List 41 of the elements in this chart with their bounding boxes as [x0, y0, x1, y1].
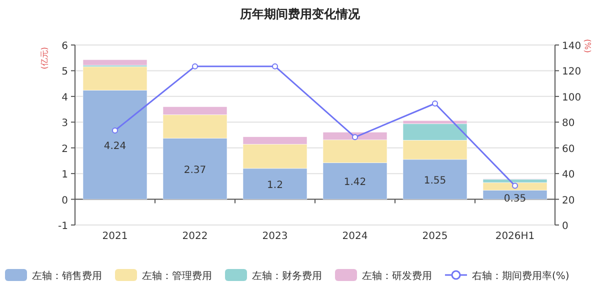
point — [272, 63, 278, 70]
legend-label: 右轴：期间费用率(%) — [472, 270, 570, 282]
legend-label: 左轴：销售费用 — [32, 270, 102, 282]
data-label: 1.2 — [267, 180, 283, 191]
data-label: 4.24 — [104, 140, 126, 152]
x-tick-label: 2021 — [102, 231, 128, 242]
y2-tick-label: 100 — [562, 92, 582, 104]
legend-label: 左轴：财务费用 — [252, 270, 322, 282]
legend-label: 左轴：研发费用 — [362, 270, 432, 282]
point — [512, 182, 518, 189]
y-tick-label: 0 — [62, 195, 68, 206]
y2-tick-label: 140 — [562, 41, 582, 52]
data-label: 1.42 — [344, 177, 366, 188]
y2-tick-label: 60 — [562, 144, 575, 155]
y2-axis-title: (%) — [583, 39, 592, 53]
y-tick-label: 6 — [62, 41, 68, 52]
x-tick-label: 2025 — [422, 231, 448, 242]
chart-title: 历年期间费用变化情况 — [239, 7, 361, 21]
y-tick-label: 2 — [62, 144, 68, 155]
point — [192, 63, 198, 70]
data-label: 1.55 — [424, 175, 446, 186]
x-tick-label: 2022 — [182, 231, 208, 242]
point — [112, 128, 118, 134]
y2-tick-label: 20 — [562, 195, 575, 206]
y-axis-title: (亿元) — [40, 47, 49, 70]
y-tick-label: -1 — [58, 221, 68, 232]
y2-tick-label: 120 — [562, 66, 582, 78]
y2-tick-label: 0 — [562, 221, 568, 232]
y2-tick-label: 40 — [562, 170, 575, 181]
y-tick-label: 3 — [62, 118, 68, 130]
x-tick-label: 2023 — [262, 231, 288, 242]
data-label: 2.37 — [184, 164, 206, 176]
y-tick-label: 4 — [62, 92, 68, 104]
point — [432, 100, 438, 106]
x-tick-label: 2024 — [342, 231, 368, 242]
x-tick-label: 2026H1 — [495, 231, 535, 242]
legend-label: 左轴：管理费用 — [142, 270, 212, 282]
point — [352, 134, 358, 140]
y-tick-label: 1 — [62, 170, 68, 181]
y-tick-label: 5 — [62, 66, 68, 78]
y2-tick-label: 80 — [562, 118, 575, 130]
